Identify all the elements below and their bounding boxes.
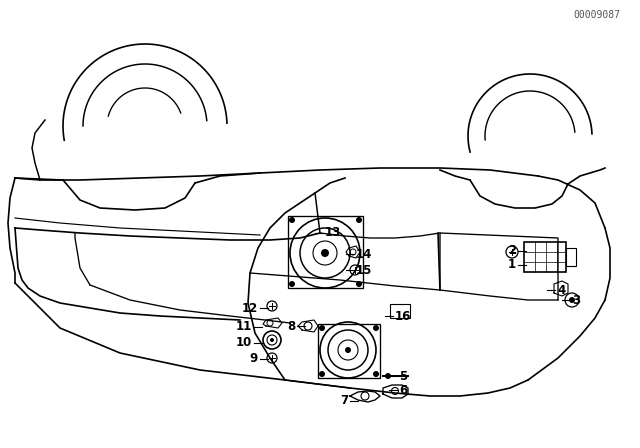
Text: 1: 1 <box>508 258 516 271</box>
Bar <box>288 216 363 288</box>
Text: 4: 4 <box>557 284 565 297</box>
Circle shape <box>569 297 575 303</box>
Text: 5: 5 <box>399 370 407 383</box>
Circle shape <box>289 217 295 223</box>
Text: 15: 15 <box>356 263 372 276</box>
Circle shape <box>373 371 379 377</box>
Text: 9: 9 <box>250 353 258 366</box>
Text: 2: 2 <box>508 245 516 258</box>
Circle shape <box>289 281 295 287</box>
Bar <box>566 248 576 266</box>
Circle shape <box>319 371 325 377</box>
Circle shape <box>270 338 274 342</box>
Text: 7: 7 <box>340 395 348 408</box>
Text: 10: 10 <box>236 336 252 349</box>
Text: 12: 12 <box>242 302 258 314</box>
Bar <box>318 324 380 378</box>
Text: 00009087: 00009087 <box>573 10 620 20</box>
Bar <box>524 242 566 272</box>
Circle shape <box>356 217 362 223</box>
Text: 16: 16 <box>395 310 412 323</box>
Bar <box>390 304 410 318</box>
Text: 14: 14 <box>356 247 372 260</box>
Text: 3: 3 <box>572 293 580 306</box>
Circle shape <box>319 325 325 331</box>
Circle shape <box>321 249 329 257</box>
Text: 6: 6 <box>399 383 407 396</box>
Circle shape <box>356 281 362 287</box>
Text: 11: 11 <box>236 320 252 333</box>
Circle shape <box>345 347 351 353</box>
Text: 8: 8 <box>287 319 295 332</box>
Text: 13: 13 <box>325 227 341 240</box>
Circle shape <box>385 373 391 379</box>
Circle shape <box>373 325 379 331</box>
